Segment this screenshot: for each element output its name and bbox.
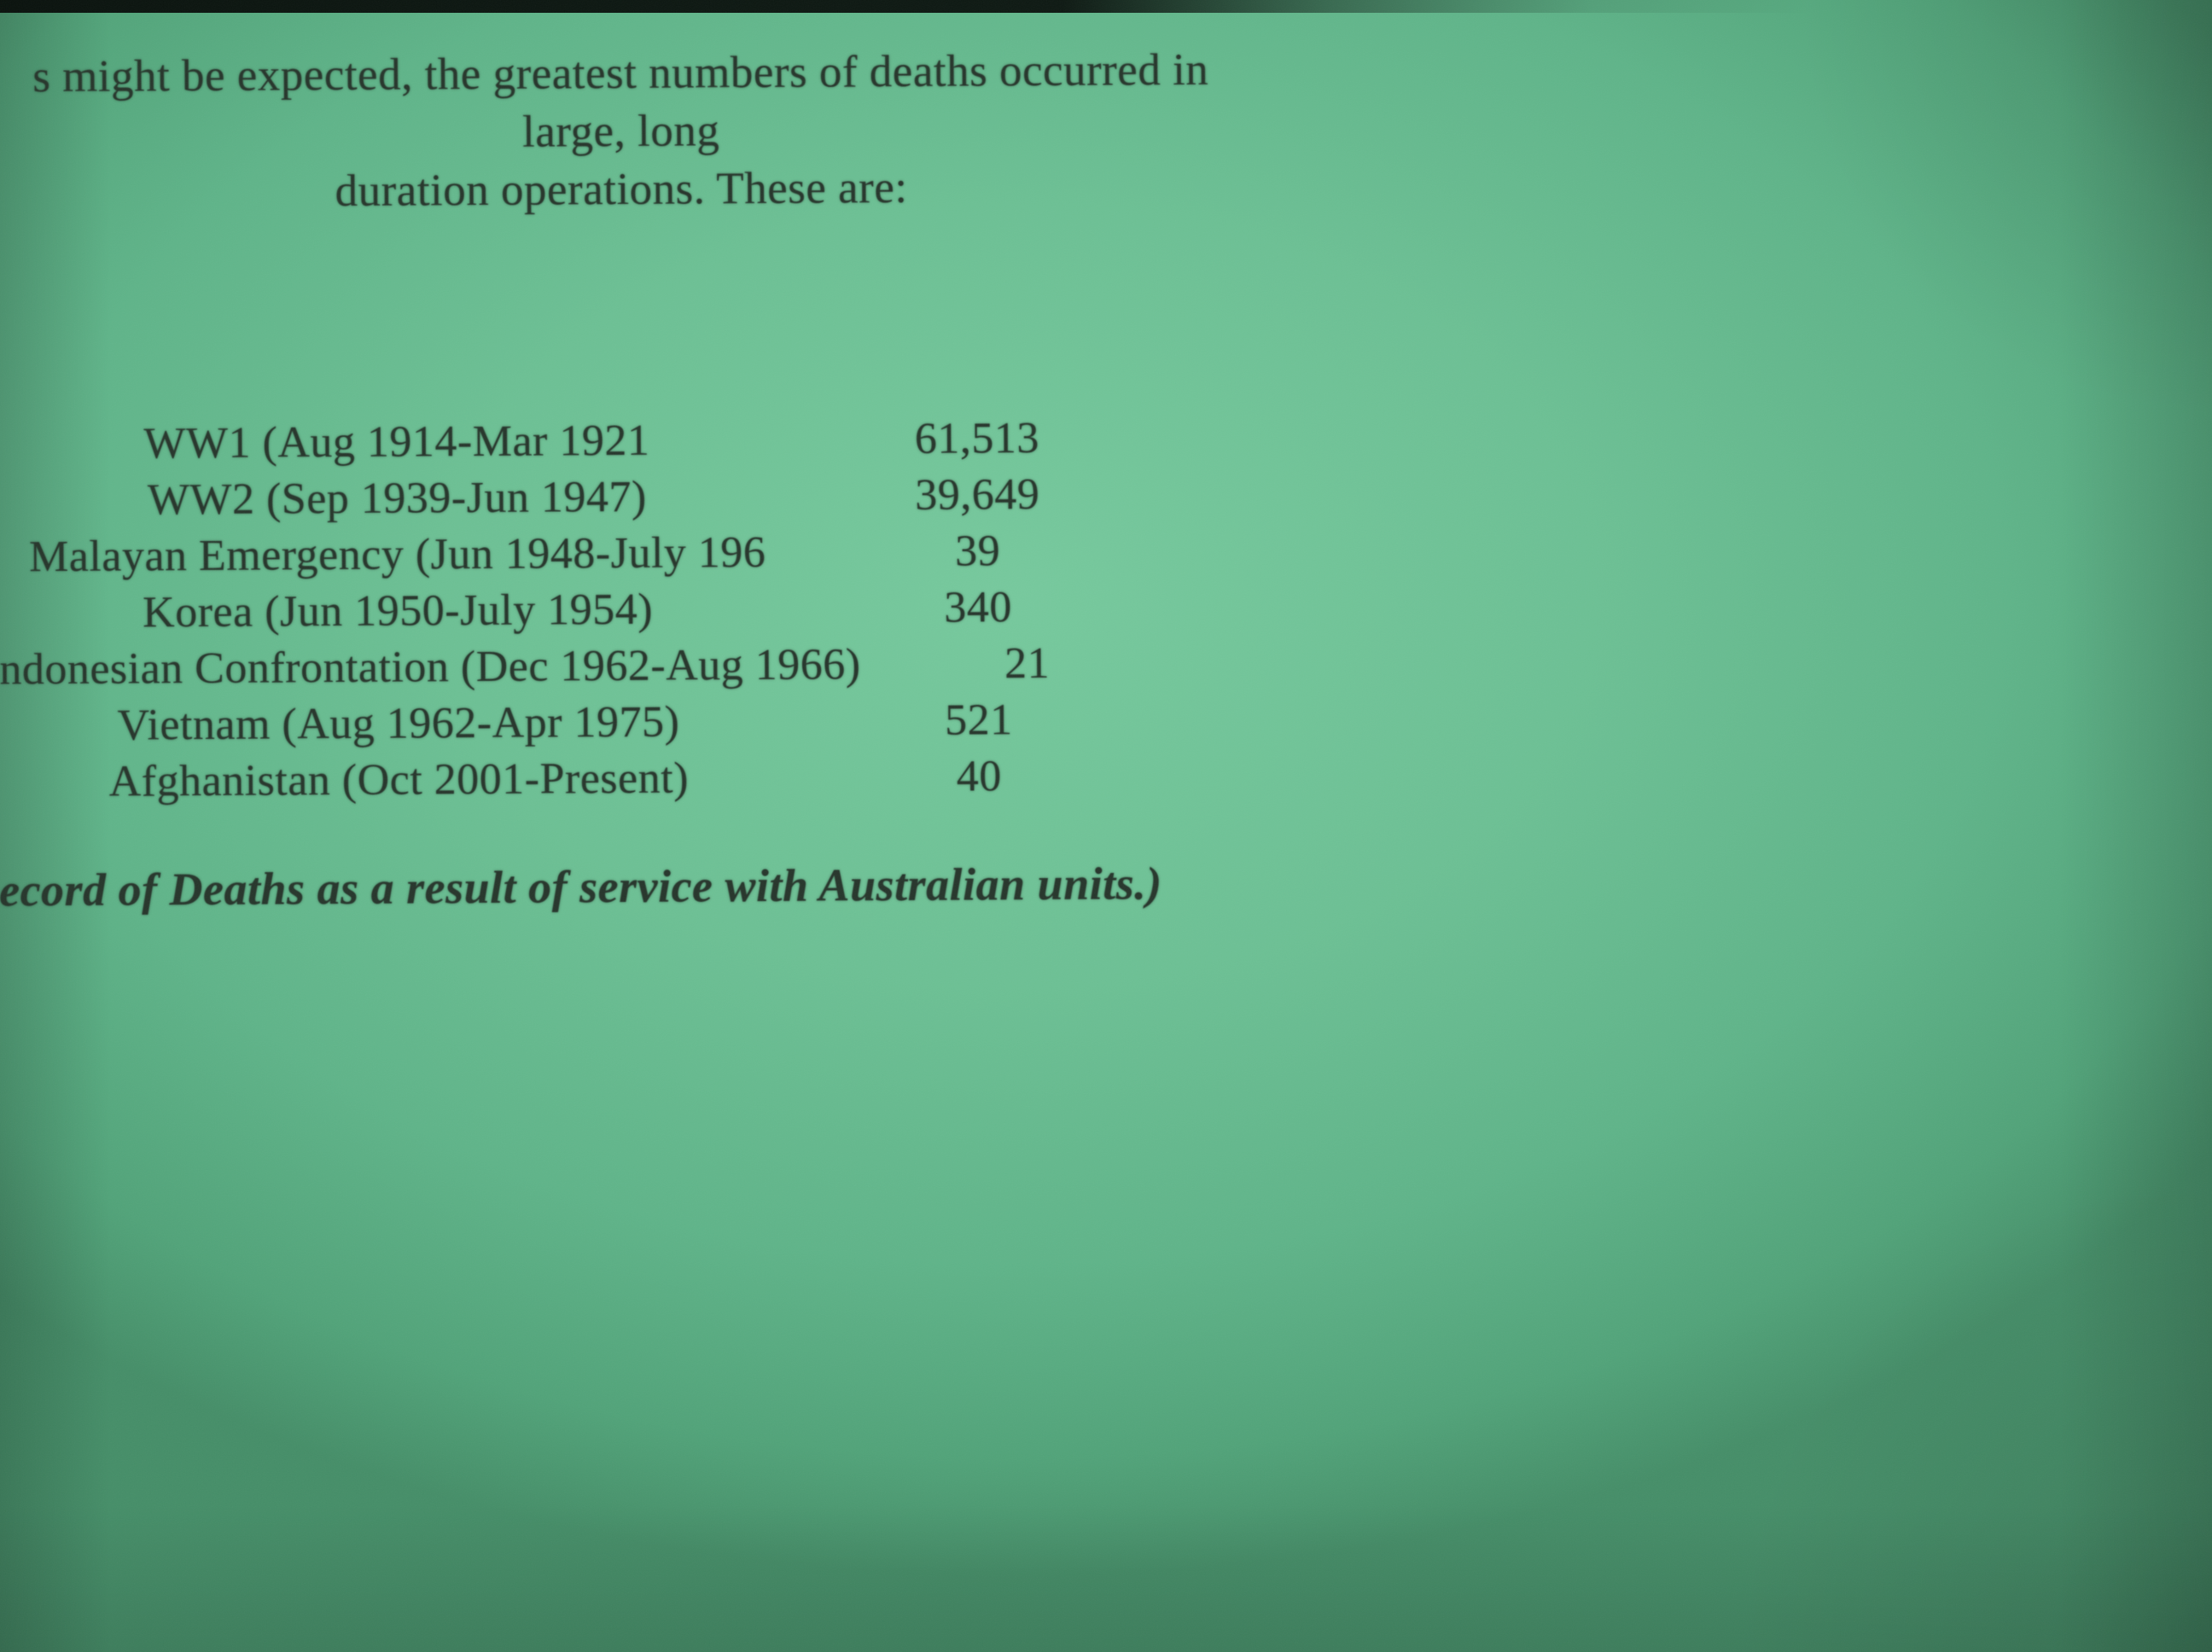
intro-line-2: duration operations. These are: — [335, 162, 908, 217]
table-row: Afghanistan (Oct 2001-Present) 40 — [0, 747, 1265, 811]
operation-name: Indonesian Confrontation (Dec 1962-Aug 1… — [0, 640, 861, 695]
deaths-count: 61,513 — [914, 414, 1040, 463]
deaths-count: 39,649 — [915, 470, 1040, 520]
operation-name: WW1 (Aug 1914-Mar 1921 — [143, 416, 650, 468]
table-row: Vietnam (Aug 1962-Apr 1975) 521 — [0, 690, 1265, 754]
deaths-count: 340 — [944, 583, 1013, 632]
deaths-count: 21 — [1004, 638, 1051, 689]
deaths-count: 40 — [956, 752, 1002, 801]
deaths-table: WW1 (Aug 1914-Mar 1921 61,513 WW2 (Sep 1… — [0, 409, 1265, 811]
operation-name: Malayan Emergency (Jun 1948-July 196 — [28, 527, 766, 582]
operation-name: Korea (Jun 1950-July 1954) — [142, 585, 654, 637]
table-row: Korea (Jun 1950-July 1954) 340 — [0, 578, 1264, 642]
table-row: Indonesian Confrontation (Dec 1962-Aug 1… — [0, 634, 1265, 698]
table-row: WW2 (Sep 1939-Jun 1947) 39,649 — [0, 465, 1263, 529]
operation-name: Vietnam (Aug 1962-Apr 1975) — [117, 697, 680, 750]
table-row: WW1 (Aug 1914-Mar 1921 61,513 — [0, 409, 1263, 473]
deaths-count: 39 — [955, 526, 1001, 576]
table-row: Malayan Emergency (Jun 1948-July 196 39 — [0, 521, 1264, 585]
intro-paragraph: s might be expected, the greatest number… — [0, 40, 1261, 222]
slide-content: s might be expected, the greatest number… — [0, 0, 1266, 917]
operation-name: WW2 (Sep 1939-Jun 1947) — [147, 472, 647, 525]
deaths-count: 521 — [944, 695, 1013, 745]
footnote: ecord of Deaths as a result of service w… — [0, 858, 1162, 916]
intro-line-1: s might be expected, the greatest number… — [32, 44, 1209, 157]
operation-name: Afghanistan (Oct 2001-Present) — [108, 753, 690, 806]
